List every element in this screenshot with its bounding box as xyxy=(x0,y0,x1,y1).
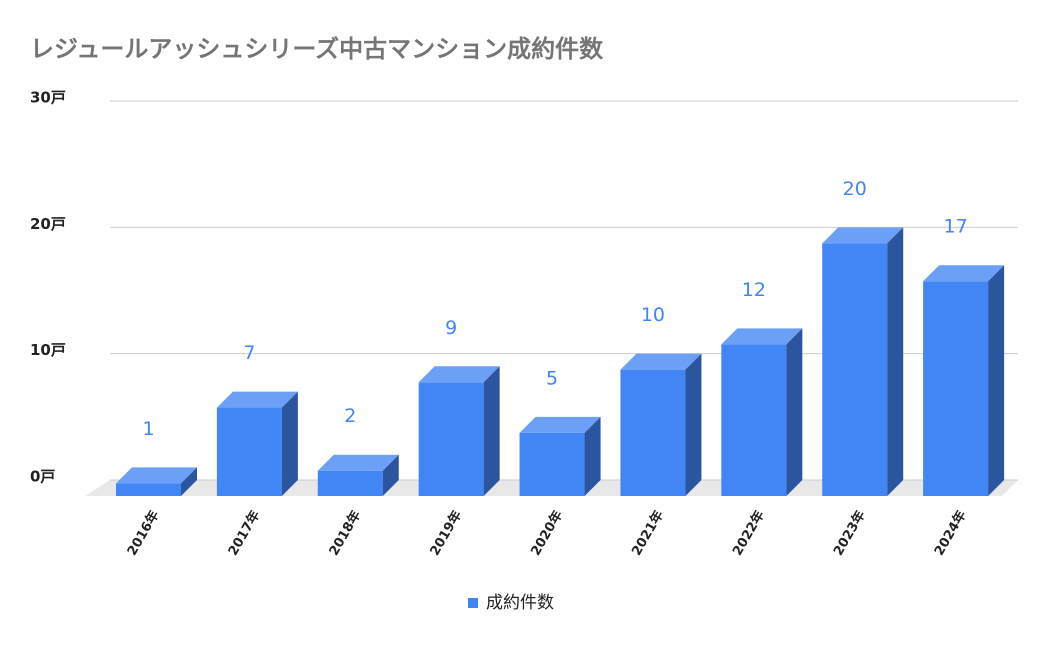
value-label: 5 xyxy=(546,367,558,389)
bar-side xyxy=(584,416,601,496)
bar-top xyxy=(317,454,399,471)
chart-title: レジュールアッシュシリーズ中古マンション成約件数 xyxy=(30,35,604,63)
x-tick-label: 2021年 xyxy=(628,508,666,559)
x-tick-label: 2016年 xyxy=(124,508,162,559)
bar xyxy=(317,470,383,496)
x-tick-label: 2018年 xyxy=(326,508,364,559)
legend-swatch xyxy=(468,598,478,608)
value-label: 10 xyxy=(641,304,665,326)
x-tick-label: 2019年 xyxy=(427,508,465,559)
bar xyxy=(116,483,181,496)
bar-side xyxy=(382,454,399,496)
bar-side xyxy=(685,353,702,496)
bar-top xyxy=(620,353,702,370)
value-label: 1 xyxy=(142,418,154,440)
bar xyxy=(216,407,282,496)
bar-top xyxy=(418,366,500,383)
bar-side xyxy=(887,227,904,497)
y-tick-label: 20戸 xyxy=(30,215,66,233)
x-tick-label: 2022年 xyxy=(729,508,767,559)
y-tick-label: 0戸 xyxy=(30,468,55,486)
y-tick-label: 10戸 xyxy=(30,341,66,359)
bar-top xyxy=(216,391,298,408)
value-label: 9 xyxy=(445,317,457,339)
x-tick-label: 2024年 xyxy=(931,508,969,559)
legend-label: 成約件数 xyxy=(486,593,554,613)
bar xyxy=(923,281,989,496)
bar xyxy=(519,432,585,496)
bar xyxy=(418,382,484,496)
bar-side xyxy=(483,366,500,496)
value-label: 12 xyxy=(742,279,766,301)
bar-side xyxy=(281,391,298,496)
bar-side xyxy=(181,467,197,496)
y-tick-label: 30戸 xyxy=(30,89,66,107)
value-label: 7 xyxy=(243,342,255,364)
value-label: 17 xyxy=(944,216,968,238)
bar-top xyxy=(116,467,197,484)
value-label: 2 xyxy=(344,405,356,427)
x-tick-label: 2017年 xyxy=(225,508,263,559)
bar-top xyxy=(923,265,1005,282)
x-tick-label: 2023年 xyxy=(830,508,868,559)
bar-top xyxy=(721,328,803,345)
bar xyxy=(822,243,888,496)
value-label: 20 xyxy=(843,178,867,200)
bar xyxy=(620,369,686,496)
bar-side xyxy=(786,328,803,496)
bar xyxy=(721,344,787,496)
bar-top xyxy=(519,416,601,433)
bar-top xyxy=(822,227,904,244)
x-tick-label: 2020年 xyxy=(528,508,566,559)
bar-side xyxy=(988,265,1005,496)
